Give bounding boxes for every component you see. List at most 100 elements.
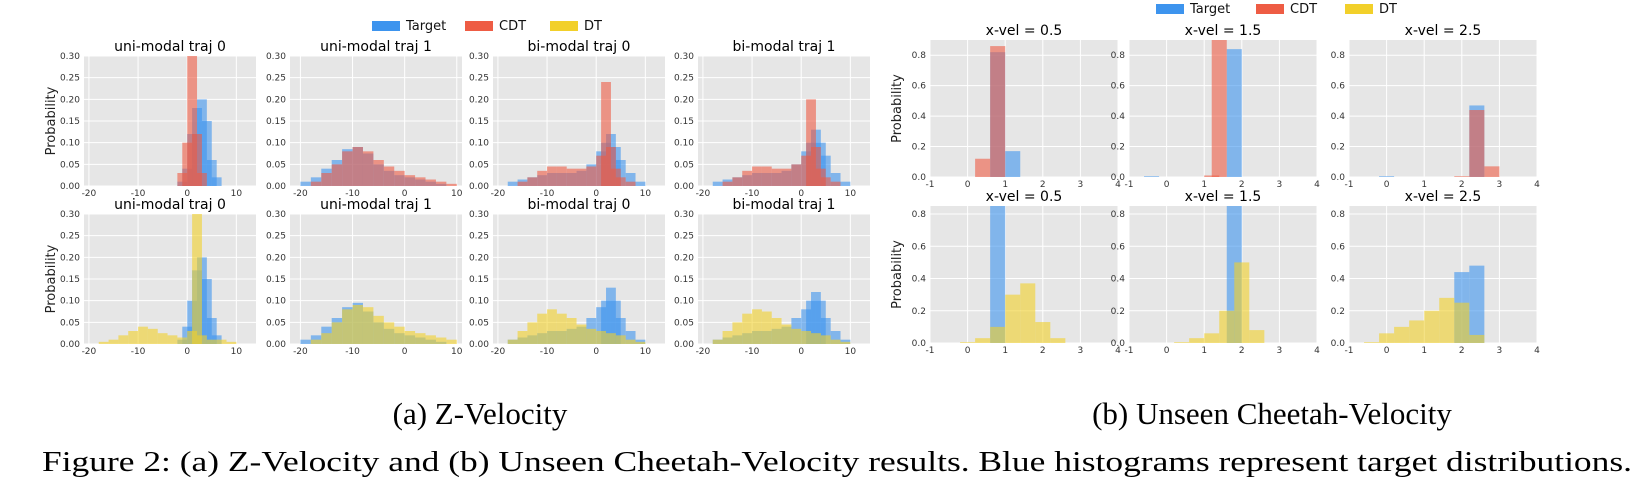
bar-dt: [1219, 310, 1235, 343]
x-tick-label: 0: [1164, 346, 1170, 356]
chart-b-0-2: -1 0 1 2 3 4 0.0 0.2 0.4 0.6 0.8 x-vel = 2.5: [1331, 23, 1540, 190]
y-axis-label: Probability: [44, 86, 59, 155]
chart-title: bi-modal traj 0: [528, 197, 631, 213]
bar-dt: [157, 333, 168, 344]
bar-dt: [404, 331, 416, 344]
y-tick-label: 0.10: [266, 297, 286, 307]
x-tick-label: -10: [131, 189, 146, 199]
y-tick-label: 0.6: [1111, 82, 1126, 92]
bar-cdt: [771, 168, 782, 186]
y-tick-label: 0.20: [469, 95, 489, 105]
x-tick-label: 4: [1115, 346, 1121, 356]
y-tick-label: 0.0: [912, 339, 927, 349]
bar-target: [615, 318, 626, 344]
y-tick-label: 0.6: [912, 242, 927, 252]
bar-target: [625, 173, 636, 186]
x-tick-label: 1: [1201, 346, 1207, 356]
y-tick-label: 0.30: [60, 210, 80, 220]
plots-layer: -20 -10 0 100.000.050.100.150.200.250.30uni…: [44, 23, 1540, 357]
chart-b-1-2: -1 0 1 2 3 4 0.0 0.2 0.4 0.6 0.8 x-vel = 2.5: [1331, 189, 1540, 356]
bar-dt: [1454, 302, 1470, 343]
bar-cdt: [752, 166, 762, 186]
legend-a-label-cdt: CDT: [499, 19, 526, 34]
y-tick-label: 0.30: [469, 52, 489, 62]
x-tick-label: -20: [491, 189, 506, 199]
bar-dt: [197, 335, 207, 344]
chart-background: [930, 40, 1118, 177]
y-tick-label: 0.15: [60, 275, 80, 285]
x-tick-label: 4: [1314, 180, 1320, 190]
bar-dt: [1249, 330, 1265, 343]
bar-dt: [1469, 334, 1485, 343]
x-tick-label: 3: [1277, 180, 1283, 190]
x-tick-label: 2: [1239, 180, 1245, 190]
bar-dt: [975, 338, 991, 343]
bar-target: [310, 177, 322, 186]
bar-cdt: [781, 168, 792, 186]
bar-dt: [556, 313, 567, 344]
bar-cdt: [806, 99, 816, 186]
bar-target: [635, 339, 646, 344]
bar-dt: [606, 333, 616, 344]
bar-target: [206, 160, 217, 186]
bar-cdt: [601, 82, 611, 186]
y-tick-label: 0.25: [469, 74, 489, 84]
bar-dt: [517, 331, 528, 344]
bar-cdt: [517, 181, 528, 186]
x-tick-label: -10: [540, 347, 555, 357]
bar-dt: [425, 335, 436, 344]
bar-cdt: [1484, 166, 1500, 177]
chart-title: uni-modal traj 1: [320, 39, 432, 55]
x-tick-label: 0: [965, 180, 971, 190]
bar-dt: [1409, 320, 1425, 343]
x-tick-label: 0: [593, 347, 599, 357]
x-tick-label: 2: [1040, 180, 1046, 190]
bar-cdt: [310, 181, 322, 186]
y-tick-label: 0.25: [60, 232, 80, 242]
bar-cdt: [177, 173, 188, 186]
chart-title: bi-modal traj 0: [528, 39, 631, 55]
x-tick-label: 0: [402, 347, 408, 357]
y-tick-label: 0.15: [266, 275, 286, 285]
x-tick-label: 1: [1421, 180, 1427, 190]
x-tick-label: -1: [1125, 180, 1134, 190]
y-tick-label: 0.8: [1331, 210, 1346, 220]
bar-cdt: [425, 179, 436, 186]
legend-a-label-target: Target: [405, 19, 446, 34]
legend-a-swatch-dt: [550, 21, 578, 31]
x-tick-label: 1: [1201, 180, 1207, 190]
x-tick-label: 2: [1040, 346, 1046, 356]
bar-cdt: [1211, 40, 1227, 177]
chart-a-1-1: -20 -10 0 10 0.00 0.05 0.10 0.15 0.20 0.25 0.30 uni…: [266, 197, 463, 357]
x-tick-label: 3: [1497, 180, 1503, 190]
bar-dt: [1189, 338, 1205, 343]
bar-dt: [128, 331, 139, 344]
x-tick-label: 0: [1384, 180, 1390, 190]
y-tick-label: 0.2: [912, 307, 926, 317]
bar-cdt: [404, 175, 416, 186]
bar-cdt: [820, 177, 831, 186]
bar-target: [300, 339, 311, 344]
bar-cdt: [537, 170, 548, 186]
y-tick-label: 0.20: [674, 95, 694, 105]
y-tick-label: 0.6: [1331, 82, 1346, 92]
bar-target: [830, 173, 841, 186]
y-tick-label: 0.10: [60, 139, 80, 149]
x-tick-label: -10: [745, 347, 760, 357]
y-tick-label: 0.25: [469, 232, 489, 242]
y-tick-label: 0.10: [266, 139, 286, 149]
chart-title: uni-modal traj 0: [114, 39, 226, 55]
bar-dt: [732, 322, 743, 344]
legend-a-swatch-target: [372, 21, 400, 31]
bar-dt: [1439, 297, 1455, 343]
y-axis-label: Probability: [44, 244, 59, 313]
y-tick-label: 0.10: [674, 139, 694, 149]
bar-dt: [990, 326, 1006, 343]
y-tick-label: 0.6: [912, 82, 927, 92]
legend-b-swatch-target: [1156, 4, 1184, 14]
y-tick-label: 0.8: [912, 210, 927, 220]
bar-dt: [138, 326, 148, 344]
y-tick-label: 0.20: [469, 253, 489, 263]
y-tick-label: 0.2: [912, 143, 926, 153]
bar-dt: [206, 339, 217, 344]
